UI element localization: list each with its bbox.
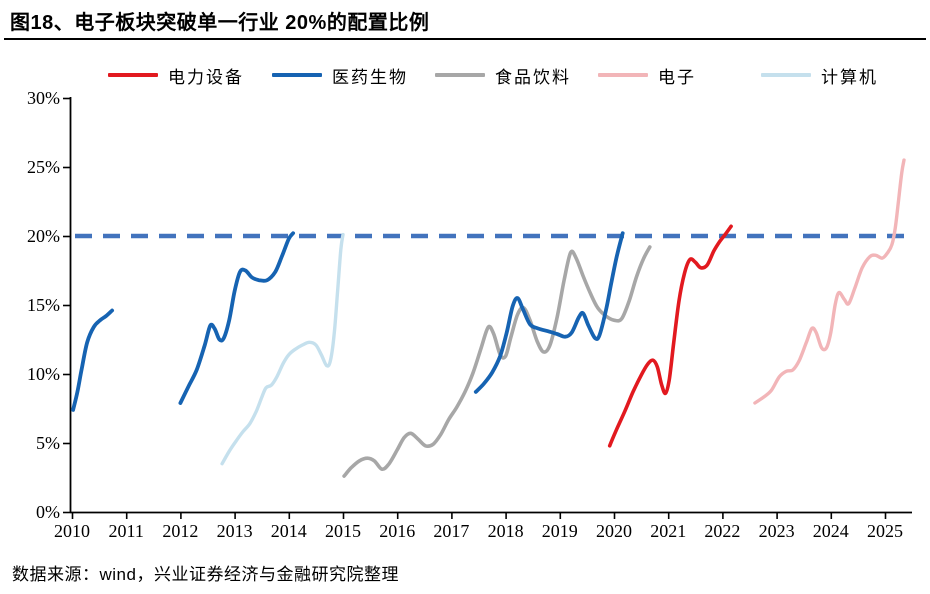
legend-item-electronics: 电子 [598,64,696,87]
legend-label-computer: 计算机 [821,67,878,87]
y-tick-label: 30% [27,88,60,108]
x-tick-label: 2017 [433,521,469,541]
legend-swatch-computer [761,72,811,78]
x-tick-label: 2021 [650,521,686,541]
legend-label-pharma: 医药生物 [332,67,408,87]
y-tick-label: 20% [27,226,60,246]
x-tick-label: 2016 [379,521,415,541]
figure-title: 图18、电子板块突破单一行业 20%的配置比例 [10,12,430,34]
series-line-power [607,224,733,448]
x-tick-label: 2018 [488,521,524,541]
y-tick-label: 10% [27,364,60,384]
x-tick-label: 2025 [867,521,903,541]
y-tick-label: 0% [36,502,60,522]
legend-item-food: 食品饮料 [435,64,571,87]
x-tick-label: 2011 [109,521,144,541]
legend-label-food: 食品饮料 [495,67,571,87]
legend-label-power: 电力设备 [168,67,244,87]
legend-item-computer: 计算机 [761,64,878,87]
series-line-pharma-seg3 [473,231,625,394]
x-tick-label: 2014 [271,521,307,541]
y-tick-label: 15% [27,295,60,315]
legend-item-power: 电力设备 [108,64,244,87]
x-tick-label: 2023 [759,521,795,541]
x-tick-label: 2012 [162,521,198,541]
series-line-food [342,245,652,478]
legend-swatch-food [435,72,485,78]
legend-swatch-electronics [598,72,648,78]
series-line-computer [220,232,345,466]
legend-swatch-power [108,72,158,78]
title-underline [4,38,926,40]
legend-label-electronics: 电子 [658,67,696,87]
y-tick-label: 5% [36,433,60,453]
x-tick-label: 2010 [54,521,90,541]
series-line-electronics [753,158,906,405]
x-tick-label: 2019 [542,521,578,541]
x-tick-label: 2013 [217,521,253,541]
x-tick-label: 2022 [704,521,740,541]
series-line-pharma-seg2 [178,231,295,405]
y-tick-label: 25% [27,157,60,177]
legend-swatch-pharma [272,72,322,78]
x-tick-label: 2015 [325,521,361,541]
legend-item-pharma: 医药生物 [272,64,408,87]
data-source-note: 数据来源：wind，兴业证券经济与金融研究院整理 [12,565,399,584]
x-tick-label: 2024 [813,521,849,541]
series-line-pharma-seg1 [71,308,114,412]
x-tick-label: 2020 [596,521,632,541]
